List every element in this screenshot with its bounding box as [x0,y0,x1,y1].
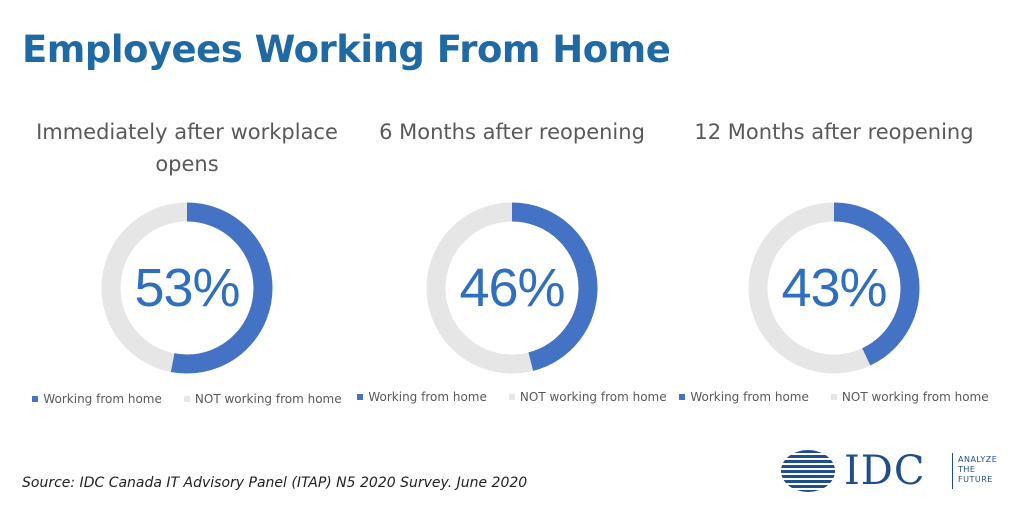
chart-title: 6 Months after reopening [347,116,677,148]
chart-title: 12 Months after reopening [669,116,999,148]
donut-svg [101,202,273,374]
chart-title-line: 12 Months after reopening [694,120,974,144]
legend-item-working: Working from home [679,390,809,404]
donut-chart: 46% [424,200,600,376]
logo-tagline-line: FUTURE [958,475,993,484]
legend-item-working: Working from home [357,390,487,404]
percentage-label: 46% [459,258,565,318]
legend-label: Working from home [43,392,162,406]
chart-panel-immediately: Immediately after workplace opens 53% Wo… [22,116,352,416]
logo-divider [952,453,953,489]
legend-swatch-working [32,396,39,402]
donut-slice-working [426,202,598,374]
legend: Working from home NOT working from home [347,390,677,404]
logo-tagline-line: THE [958,465,976,474]
percentage-label: 43% [781,258,887,318]
page-title: Employees Working From Home [22,28,671,71]
legend: Working from home NOT working from home [22,392,352,406]
chart-panel-12-months: 12 Months after reopening 43% Working fr… [669,116,999,416]
legend-label: Working from home [368,390,487,404]
logo-tagline: ANALYZE THE FUTURE [958,455,997,485]
donut-chart: 53% [99,200,275,376]
chart-title-line: 6 Months after reopening [379,120,645,144]
donut-slice-working [748,202,920,374]
legend-label: NOT working from home [194,392,342,406]
chart-title-line: opens [155,152,219,176]
legend-label: Working from home [690,390,809,404]
logo-tagline-line: ANALYZE [958,455,998,464]
legend-item-working: Working from home [32,392,162,406]
idc-logo: IDC ANALYZE THE FUTURE [780,449,1010,493]
legend-label: NOT working from home [519,390,667,404]
legend-swatch-not-working [830,394,837,400]
donut-svg [748,202,920,374]
donut-svg [426,202,598,374]
legend-swatch-working [679,394,686,400]
donut-chart: 43% [746,200,922,376]
chart-title-line: Immediately after workplace [36,120,338,144]
legend-swatch-not-working [183,396,190,402]
donut-slice-working [101,202,273,374]
legend-item-not-working: NOT working from home [830,390,989,404]
percentage-label: 53% [134,258,240,318]
legend: Working from home NOT working from home [669,390,999,404]
source-note: Source: IDC Canada IT Advisory Panel (IT… [22,475,528,491]
logo-text: IDC [844,448,926,494]
chart-panel-6-months: 6 Months after reopening 46% Working fro… [347,116,677,416]
legend-swatch-not-working [508,394,515,400]
globe-icon [781,450,835,492]
legend-item-not-working: NOT working from home [183,392,342,406]
chart-title: Immediately after workplace opens [22,116,352,180]
legend-swatch-working [357,394,364,400]
legend-item-not-working: NOT working from home [508,390,667,404]
legend-label: NOT working from home [841,390,989,404]
